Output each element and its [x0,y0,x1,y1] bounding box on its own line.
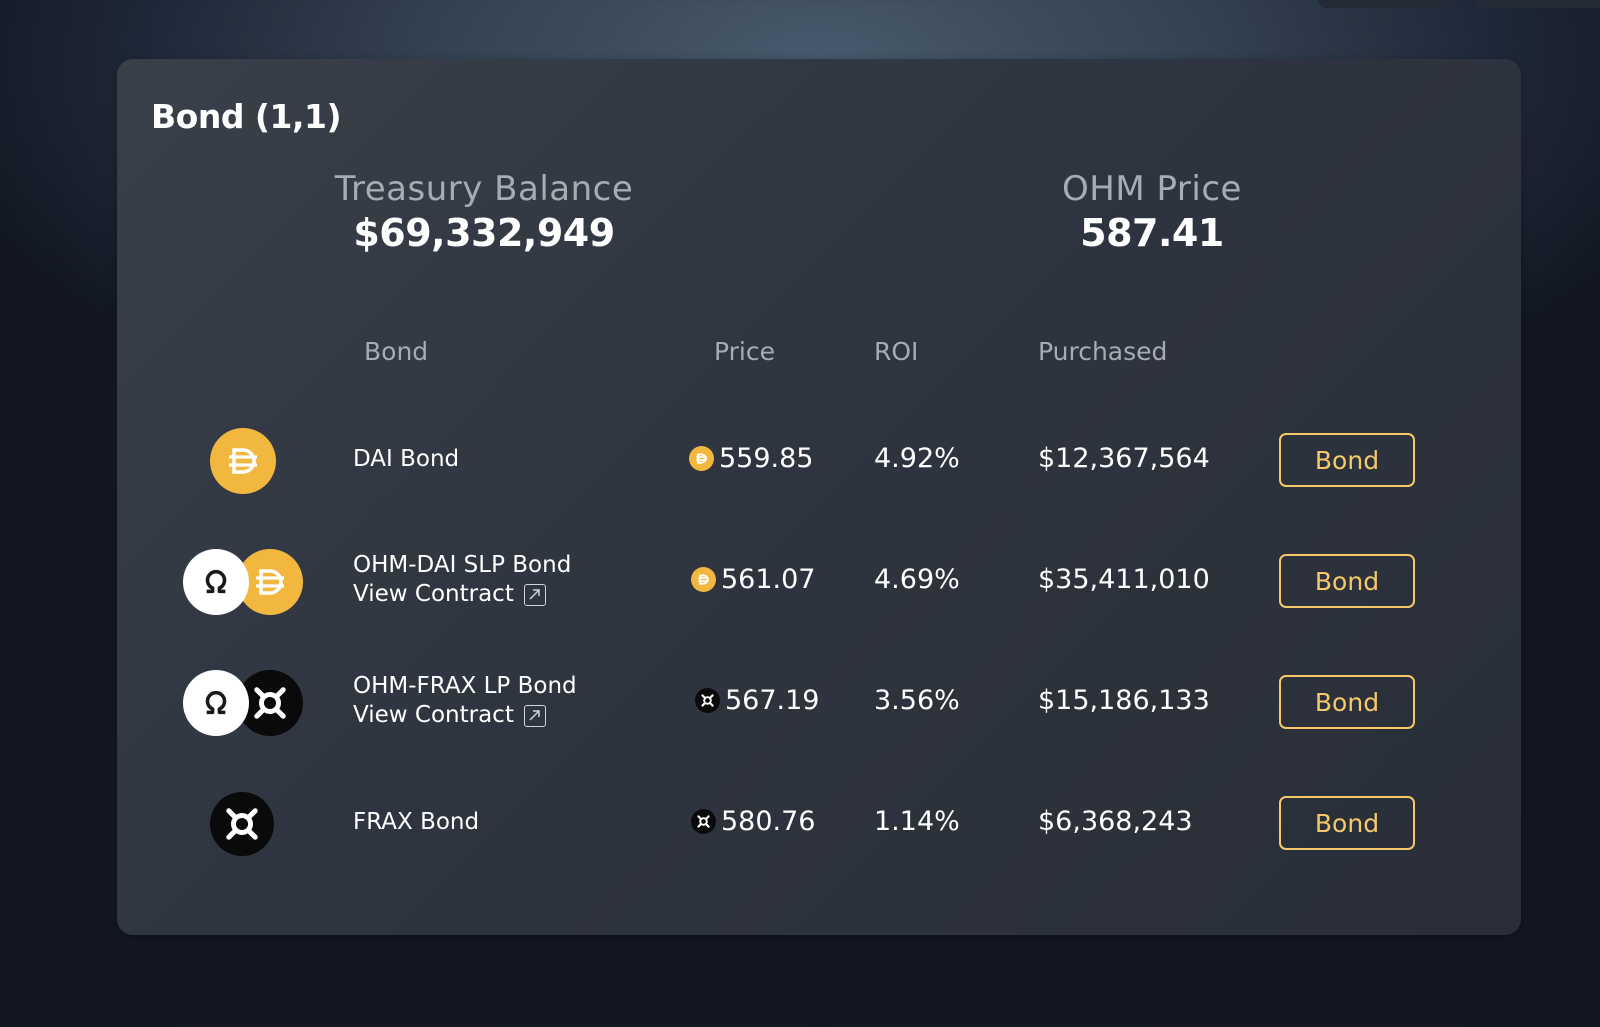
bond-price: 559.85 [689,443,813,474]
bond-purchased: $35,411,010 [1038,564,1210,595]
token-icons [183,428,303,494]
bond-purchased: $6,368,243 [1038,806,1193,837]
bond-name: OHM-FRAX LP Bond [353,673,577,699]
table-row: OHM-FRAX LP Bond View Contract 567.19 3.… [117,652,1521,752]
ohm-price: OHM Price 587.41 [922,169,1382,255]
table-row: FRAX Bond 580.76 1.14% $6,368,243 Bond [117,773,1521,873]
bond-button[interactable]: Bond [1279,675,1415,729]
bond-price: 561.07 [691,564,815,595]
bond-name: FRAX Bond [353,809,480,835]
bond-name-cell: OHM-FRAX LP Bond View Contract [353,672,577,730]
column-header-roi: ROI [874,337,919,366]
token-icons [183,549,303,615]
frax-icon [691,809,716,834]
bond-roi: 1.14% [874,806,960,837]
treasury-balance-value: $69,332,949 [353,211,615,255]
view-contract-label: View Contract [353,702,514,728]
bond-roi: 3.56% [874,685,960,716]
token-icons [183,670,303,736]
dai-icon [210,428,276,494]
bond-price-value: 559.85 [719,443,814,474]
bond-button[interactable]: Bond [1279,433,1415,487]
external-link-icon [523,704,546,727]
bond-button[interactable]: Bond [1279,796,1415,850]
column-header-price: Price [714,337,775,366]
bond-name: DAI Bond [353,446,460,472]
bond-card: Bond (1,1) Treasury Balance $69,332,949 … [117,59,1521,935]
column-header-purchased: Purchased [1038,337,1168,366]
frax-icon [210,792,274,856]
treasury-balance-label: Treasury Balance [334,169,634,209]
bond-price-value: 580.76 [721,806,816,837]
card-title: Bond (1,1) [151,97,342,136]
bond-name: OHM-DAI SLP Bond [353,552,572,578]
view-contract-label: View Contract [353,581,514,607]
bond-button[interactable]: Bond [1279,554,1415,608]
ohm-icon [183,549,249,615]
top-tab[interactable] [1318,0,1454,8]
column-header-bond: Bond [364,337,429,366]
ohm-price-label: OHM Price [1062,169,1242,209]
token-icons [183,791,303,857]
dai-icon [689,446,714,471]
bond-price: 567.19 [695,685,819,716]
bond-name-cell: OHM-DAI SLP Bond View Contract [353,551,571,609]
bond-price: 580.76 [691,806,815,837]
frax-icon [695,688,720,713]
bond-price-value: 567.19 [725,685,820,716]
view-contract-link[interactable]: View Contract [353,580,546,609]
treasury-balance: Treasury Balance $69,332,949 [254,169,714,255]
bond-price-value: 561.07 [721,564,816,595]
ohm-price-value: 587.41 [1080,211,1224,255]
bond-purchased: $12,367,564 [1038,443,1210,474]
table-row: OHM-DAI SLP Bond View Contract 561.07 4.… [117,531,1521,631]
ohm-icon [183,670,249,736]
bond-roi: 4.92% [874,443,960,474]
top-tab[interactable] [1474,0,1600,8]
bond-roi: 4.69% [874,564,960,595]
view-contract-link[interactable]: View Contract [353,701,546,730]
table-row: DAI Bond 559.85 4.92% $12,367,564 Bond [117,410,1521,510]
bond-purchased: $15,186,133 [1038,685,1210,716]
dai-icon [691,567,716,592]
external-link-icon [523,583,546,606]
